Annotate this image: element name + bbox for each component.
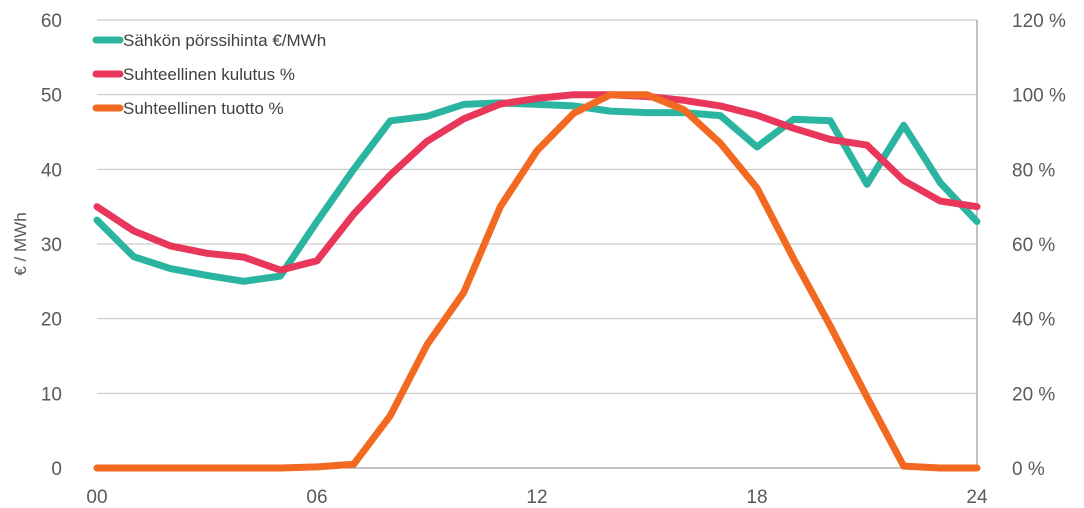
y2-tick-label: 120 %	[1012, 11, 1066, 32]
gridlines	[97, 19, 977, 394]
series-line	[93, 99, 981, 285]
y-tick-label: 60	[41, 11, 62, 32]
series-line	[93, 91, 981, 472]
y-tick-label: 0	[51, 459, 62, 480]
x-tick-label: 06	[306, 487, 327, 508]
x-tick-label: 24	[966, 487, 988, 508]
y2-tick-label: 0 %	[1012, 459, 1045, 480]
y2-tick-label: 60 %	[1012, 235, 1055, 256]
legend-label: Suhteellinen tuotto %	[123, 99, 284, 118]
y2-tick-label: 40 %	[1012, 310, 1055, 331]
y-tick-label: 10	[41, 384, 62, 405]
y2-tick-label: 20 %	[1012, 384, 1055, 405]
legend-label: Sähkön pörssihinta €/MWh	[123, 31, 326, 50]
y-tick-label: 40	[41, 160, 62, 181]
y2-tick-label: 80 %	[1012, 160, 1055, 181]
legend-label: Suhteellinen kulutus %	[123, 65, 295, 84]
x-tick-label: 12	[526, 487, 547, 508]
y2-tick-label: 100 %	[1012, 86, 1066, 107]
y-axis-title: € / MWh	[11, 212, 30, 275]
legend: Sähkön pörssihinta €/MWh Suhteellinen kul…	[92, 31, 326, 118]
y-tick-label: 50	[41, 86, 62, 107]
x-tick-label: 00	[86, 487, 107, 508]
y-tick-label: 20	[41, 310, 62, 331]
x-tick-label: 18	[746, 487, 767, 508]
y-tick-label: 30	[41, 235, 62, 256]
series-lines	[93, 91, 981, 472]
